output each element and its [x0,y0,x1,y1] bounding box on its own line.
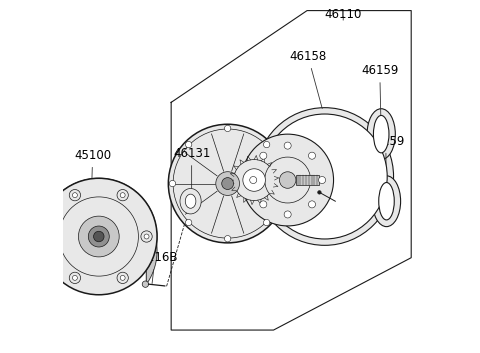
FancyBboxPatch shape [296,175,319,185]
Text: 46159: 46159 [361,64,398,131]
Ellipse shape [69,190,81,201]
Ellipse shape [216,172,240,196]
Ellipse shape [72,275,77,280]
Ellipse shape [222,178,234,190]
Ellipse shape [94,231,104,242]
Ellipse shape [264,142,270,148]
Ellipse shape [72,193,77,198]
Ellipse shape [234,160,275,201]
Ellipse shape [180,189,201,214]
Ellipse shape [185,194,196,208]
Ellipse shape [117,190,128,201]
Ellipse shape [78,216,119,257]
Ellipse shape [318,191,321,194]
Ellipse shape [88,226,109,247]
Ellipse shape [69,272,81,283]
Ellipse shape [319,176,325,184]
Text: 45100: 45100 [74,149,111,183]
Ellipse shape [262,114,387,239]
Ellipse shape [256,108,394,245]
Text: 46131: 46131 [173,147,210,198]
Ellipse shape [260,152,267,159]
Ellipse shape [309,201,315,208]
Ellipse shape [243,169,265,191]
Ellipse shape [117,272,128,283]
Text: 46159: 46159 [367,135,405,198]
Ellipse shape [242,134,334,226]
Ellipse shape [280,180,286,187]
Ellipse shape [120,275,125,280]
Text: 46155: 46155 [301,145,346,195]
Ellipse shape [169,180,176,187]
Ellipse shape [48,234,53,239]
Ellipse shape [185,219,192,226]
Ellipse shape [260,201,267,208]
Ellipse shape [284,211,291,218]
Ellipse shape [309,152,315,159]
Ellipse shape [264,157,311,203]
Ellipse shape [59,197,138,276]
Ellipse shape [379,183,394,220]
Ellipse shape [373,115,389,153]
Ellipse shape [40,178,157,295]
Ellipse shape [142,281,149,287]
Ellipse shape [185,142,192,148]
Polygon shape [52,178,157,285]
Ellipse shape [250,176,257,184]
Text: 46110: 46110 [324,8,362,20]
Ellipse shape [46,231,57,242]
Ellipse shape [225,235,231,242]
Text: 46158: 46158 [289,50,327,108]
Text: 45216B: 45216B [132,251,178,283]
Ellipse shape [144,234,149,239]
Ellipse shape [120,193,125,198]
Ellipse shape [279,172,296,188]
Ellipse shape [225,125,231,132]
Ellipse shape [141,231,152,242]
Ellipse shape [284,142,291,149]
Ellipse shape [168,124,287,243]
Ellipse shape [264,219,270,226]
Ellipse shape [367,109,396,160]
Ellipse shape [372,176,401,227]
